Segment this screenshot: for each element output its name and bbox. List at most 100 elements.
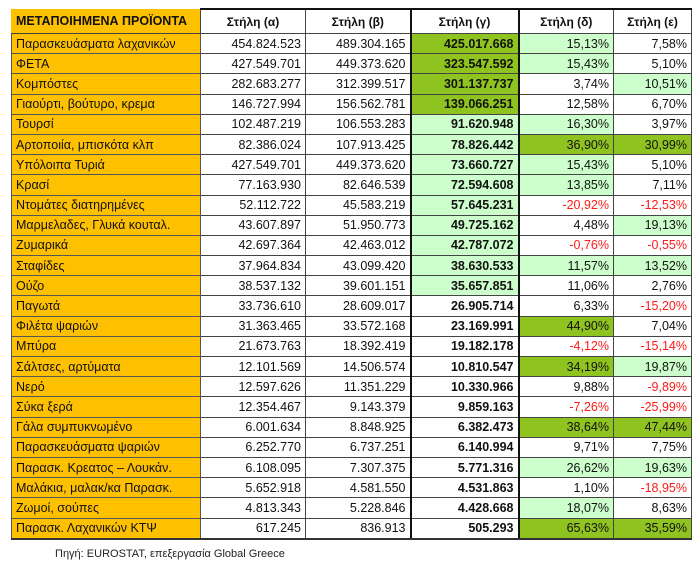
cell-col-d: 13,85% xyxy=(518,174,614,196)
cell-col-e: 47,44% xyxy=(613,416,692,438)
cell-col-c: 9.859.163 xyxy=(409,396,520,418)
product-name: Παρασκ. Κρεατος – Λουκάν. xyxy=(11,456,201,479)
products-table: ΜΕΤΑΠΟΙΗΜΕΝΑ ΠΡΟΪΟΝΤΑ Στήλη (α) Στήλη (β… xyxy=(11,8,692,540)
cell-col-c: 425.017.668 xyxy=(409,32,520,55)
cell-col-c: 72.594.608 xyxy=(409,174,520,196)
cell-col-e: -0,55% xyxy=(613,234,692,257)
cell-col-a: 52.112.722 xyxy=(200,194,306,216)
cell-col-c: 78.826.442 xyxy=(409,133,520,156)
cell-col-a: 82.386.024 xyxy=(200,133,306,156)
cell-col-c: 73.660.727 xyxy=(409,154,520,176)
cell-col-c: 5.771.316 xyxy=(409,456,520,479)
cell-col-e: -18,95% xyxy=(613,477,692,499)
cell-col-b: 43.099.420 xyxy=(305,255,411,277)
cell-col-e: 10,51% xyxy=(613,73,692,95)
product-name: Ούζο xyxy=(11,275,201,297)
table-row: Σταφίδες 37.964.834 43.099.420 38.630.533 11… xyxy=(11,255,692,277)
product-name: Παγωτά xyxy=(11,295,201,317)
cell-col-d: -4,12% xyxy=(518,335,614,358)
cell-col-c: 23.169.991 xyxy=(409,315,520,337)
cell-col-d: 18,07% xyxy=(518,497,614,519)
cell-col-d: 38,64% xyxy=(518,416,614,438)
table-row: Μαλάκια, μαλακ/κα Παρασκ. 5.652.918 4.581.… xyxy=(11,477,692,499)
cell-col-b: 449.373.620 xyxy=(305,53,411,75)
cell-col-e: 8,63% xyxy=(613,497,692,519)
cell-col-e: 7,04% xyxy=(613,315,692,337)
table-row: Υπόλοιπα Τυριά 427.549.701 449.373.620 73.6… xyxy=(11,154,692,176)
table-row: Παγωτά 33.736.610 28.609.017 26.905.714 6,33… xyxy=(11,295,692,317)
cell-col-b: 312.399.517 xyxy=(305,73,411,95)
cell-col-a: 6.108.095 xyxy=(200,456,306,479)
table-row: Ζυμαρικά 42.697.364 42.463.012 42.787.072 -0… xyxy=(11,234,692,257)
product-name: Κρασί xyxy=(11,174,201,196)
cell-col-a: 21.673.763 xyxy=(200,335,306,358)
cell-col-a: 38.537.132 xyxy=(200,275,306,297)
cell-col-c: 49.725.162 xyxy=(409,214,520,236)
product-name: Νερό xyxy=(11,376,201,398)
cell-col-d: 11,57% xyxy=(518,255,614,277)
cell-col-a: 12.101.569 xyxy=(200,355,306,378)
product-name: Τουρσί xyxy=(11,113,201,135)
product-name: Σάλτσες, αρτύματα xyxy=(11,355,201,378)
cell-col-e: 6,70% xyxy=(613,93,692,115)
cell-col-a: 427.549.701 xyxy=(200,154,306,176)
cell-col-d: 1,10% xyxy=(518,477,614,499)
cell-col-d: 44,90% xyxy=(518,315,614,337)
cell-col-d: 15,13% xyxy=(518,32,614,55)
cell-col-a: 146.727.994 xyxy=(200,93,306,115)
cell-col-e: 7,75% xyxy=(613,436,692,458)
cell-col-b: 107.913.425 xyxy=(305,133,411,156)
cell-col-b: 6.737.251 xyxy=(305,436,411,458)
cell-col-d: 15,43% xyxy=(518,53,614,75)
cell-col-a: 427.549.701 xyxy=(200,53,306,75)
table-row: Ζωμοί, σούπες 4.813.343 5.228.846 4.428.668… xyxy=(11,497,692,519)
cell-col-b: 5.228.846 xyxy=(305,497,411,519)
product-name: Σταφίδες xyxy=(11,255,201,277)
table-row: Νερό 12.597.626 11.351.229 10.330.966 9,88% -… xyxy=(11,376,692,398)
product-name: Υπόλοιπα Τυριά xyxy=(11,154,201,176)
cell-col-e: -12,53% xyxy=(613,194,692,216)
cell-col-a: 617.245 xyxy=(200,517,306,540)
cell-col-b: 42.463.012 xyxy=(305,234,411,257)
header-products: ΜΕΤΑΠΟΙΗΜΕΝΑ ΠΡΟΪΟΝΤΑ xyxy=(11,8,201,34)
cell-col-a: 43.607.897 xyxy=(200,214,306,236)
table-row: Σύκα ξερά 12.354.467 9.143.379 9.859.163 -7,… xyxy=(11,396,692,418)
cell-col-e: 5,10% xyxy=(613,154,692,176)
cell-col-e: -9,89% xyxy=(613,376,692,398)
cell-col-b: 82.646.539 xyxy=(305,174,411,196)
cell-col-a: 12.354.467 xyxy=(200,396,306,418)
cell-col-b: 11.351.229 xyxy=(305,376,411,398)
cell-col-b: 4.581.550 xyxy=(305,477,411,499)
table-row: Ούζο 38.537.132 39.601.151 35.657.851 11,06%… xyxy=(11,275,692,297)
cell-col-c: 10.810.547 xyxy=(409,355,520,378)
table-row: Μπύρα 21.673.763 18.392.419 19.182.178 -4,12… xyxy=(11,335,692,358)
header-col-c: Στήλη (γ) xyxy=(409,8,520,34)
cell-col-b: 9.143.379 xyxy=(305,396,411,418)
header-col-a: Στήλη (α) xyxy=(200,8,306,34)
cell-col-b: 14.506.574 xyxy=(305,355,411,378)
cell-col-a: 33.736.610 xyxy=(200,295,306,317)
cell-col-c: 38.630.533 xyxy=(409,255,520,277)
cell-col-d: 9,71% xyxy=(518,436,614,458)
cell-col-d: 16,30% xyxy=(518,113,614,135)
table-row: Τουρσί 102.487.219 106.553.283 91.620.948 16… xyxy=(11,113,692,135)
cell-col-e: 19,13% xyxy=(613,214,692,236)
cell-col-b: 28.609.017 xyxy=(305,295,411,317)
cell-col-a: 77.163.930 xyxy=(200,174,306,196)
product-name: Ζυμαρικά xyxy=(11,234,201,257)
cell-col-d: 12,58% xyxy=(518,93,614,115)
product-name: Μπύρα xyxy=(11,335,201,358)
cell-col-a: 42.697.364 xyxy=(200,234,306,257)
cell-col-a: 454.824.523 xyxy=(200,32,306,55)
cell-col-c: 505.293 xyxy=(409,517,520,540)
cell-col-d: 36,90% xyxy=(518,133,614,156)
cell-col-b: 18.392.419 xyxy=(305,335,411,358)
cell-col-e: 19,63% xyxy=(613,456,692,479)
header-col-e: Στήλη (ε) xyxy=(613,8,692,34)
cell-col-b: 836.913 xyxy=(305,517,411,540)
cell-col-c: 91.620.948 xyxy=(409,113,520,135)
table-row: Κρασί 77.163.930 82.646.539 72.594.608 13,85… xyxy=(11,174,692,196)
table-row: Παρασκευάσματα ψαριών 6.252.770 6.737.251 6… xyxy=(11,436,692,458)
cell-col-b: 106.553.283 xyxy=(305,113,411,135)
cell-col-a: 282.683.277 xyxy=(200,73,306,95)
